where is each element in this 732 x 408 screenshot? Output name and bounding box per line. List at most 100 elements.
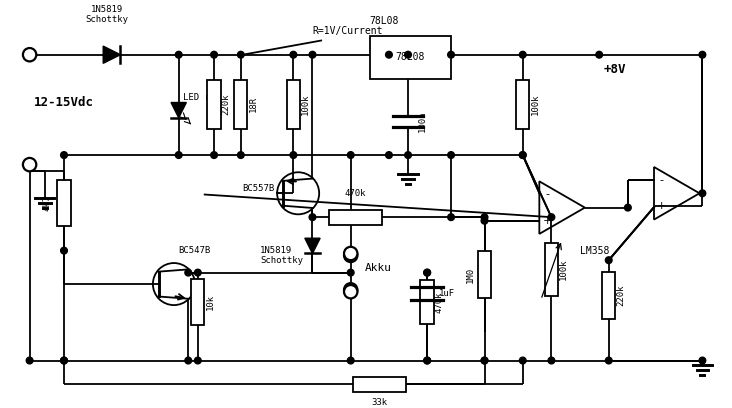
Text: 100k: 100k: [559, 259, 568, 280]
Circle shape: [405, 152, 411, 158]
Bar: [191, 279, 204, 325]
Text: Akku: Akku: [365, 263, 392, 273]
Circle shape: [344, 247, 357, 260]
Circle shape: [520, 357, 526, 364]
Polygon shape: [305, 238, 320, 253]
Circle shape: [344, 285, 357, 298]
Circle shape: [195, 357, 201, 364]
Circle shape: [424, 357, 430, 364]
Circle shape: [481, 357, 488, 364]
Circle shape: [386, 51, 392, 58]
Text: LM358: LM358: [580, 246, 610, 256]
Bar: [370, 35, 451, 79]
Circle shape: [548, 214, 555, 220]
Text: LED red: LED red: [184, 93, 221, 102]
Circle shape: [596, 51, 602, 58]
Text: 470k: 470k: [435, 291, 444, 313]
Circle shape: [448, 152, 455, 158]
Bar: [353, 377, 406, 392]
Circle shape: [309, 51, 315, 58]
Circle shape: [290, 51, 296, 58]
Bar: [545, 244, 558, 296]
Text: BC547B: BC547B: [179, 246, 211, 255]
Circle shape: [481, 214, 488, 220]
Circle shape: [237, 51, 244, 58]
Circle shape: [237, 152, 244, 158]
Circle shape: [344, 283, 357, 297]
Circle shape: [26, 357, 33, 364]
Circle shape: [520, 51, 526, 58]
Circle shape: [309, 214, 315, 220]
Text: 78L08: 78L08: [370, 16, 399, 26]
Circle shape: [424, 269, 430, 276]
Text: -: -: [660, 175, 664, 185]
Circle shape: [481, 217, 488, 224]
Circle shape: [176, 152, 182, 158]
Circle shape: [699, 357, 706, 364]
Text: 1N5819
Schottky: 1N5819 Schottky: [86, 5, 129, 24]
Circle shape: [448, 51, 455, 58]
Bar: [602, 272, 616, 319]
Text: 4k7: 4k7: [42, 195, 51, 211]
Circle shape: [699, 51, 706, 58]
Circle shape: [211, 152, 217, 158]
Polygon shape: [171, 102, 187, 118]
Text: -: -: [545, 189, 549, 200]
Circle shape: [195, 269, 201, 276]
Circle shape: [61, 152, 67, 158]
Text: 12-15Vdc: 12-15Vdc: [34, 96, 94, 109]
Polygon shape: [103, 46, 120, 63]
Text: 78L08: 78L08: [396, 52, 425, 62]
Circle shape: [185, 269, 192, 276]
Circle shape: [624, 204, 631, 211]
Circle shape: [699, 190, 706, 197]
Bar: [420, 280, 434, 324]
Circle shape: [61, 357, 67, 364]
Circle shape: [520, 152, 526, 158]
Circle shape: [176, 51, 182, 58]
Text: 33k: 33k: [371, 398, 387, 407]
Text: +: +: [657, 202, 666, 211]
Text: 100k: 100k: [301, 94, 310, 115]
Circle shape: [211, 51, 217, 58]
Circle shape: [348, 269, 354, 276]
Bar: [329, 210, 382, 225]
Bar: [57, 180, 71, 226]
Circle shape: [344, 249, 357, 262]
Circle shape: [348, 152, 354, 158]
Text: 100k: 100k: [531, 94, 539, 115]
Circle shape: [290, 152, 296, 158]
Circle shape: [23, 158, 37, 171]
Text: 470k: 470k: [345, 189, 366, 198]
Text: 1N5819
Schottky: 1N5819 Schottky: [260, 246, 303, 265]
Circle shape: [185, 357, 192, 364]
Text: R=1V/Current: R=1V/Current: [313, 26, 383, 36]
Text: 220k: 220k: [616, 285, 625, 306]
Circle shape: [481, 357, 488, 364]
Text: +8V: +8V: [604, 62, 627, 75]
Bar: [234, 80, 247, 129]
Text: 10k: 10k: [206, 294, 214, 310]
Circle shape: [61, 247, 67, 254]
Circle shape: [605, 357, 612, 364]
Circle shape: [520, 152, 526, 158]
Text: 1M0: 1M0: [466, 266, 474, 283]
Circle shape: [548, 357, 555, 364]
Bar: [207, 80, 221, 129]
Text: 18R: 18R: [248, 96, 258, 113]
Bar: [516, 80, 529, 129]
Text: +: +: [542, 216, 552, 226]
Circle shape: [23, 48, 37, 61]
Circle shape: [61, 357, 67, 364]
Bar: [478, 251, 491, 298]
Text: 1uF: 1uF: [438, 289, 455, 298]
Circle shape: [405, 51, 411, 58]
Circle shape: [605, 257, 612, 264]
Text: 100n: 100n: [418, 111, 427, 132]
Circle shape: [448, 214, 455, 220]
Circle shape: [348, 357, 354, 364]
Circle shape: [424, 357, 430, 364]
Circle shape: [386, 152, 392, 158]
Text: 220k: 220k: [222, 94, 231, 115]
Text: BC557B: BC557B: [243, 184, 275, 193]
